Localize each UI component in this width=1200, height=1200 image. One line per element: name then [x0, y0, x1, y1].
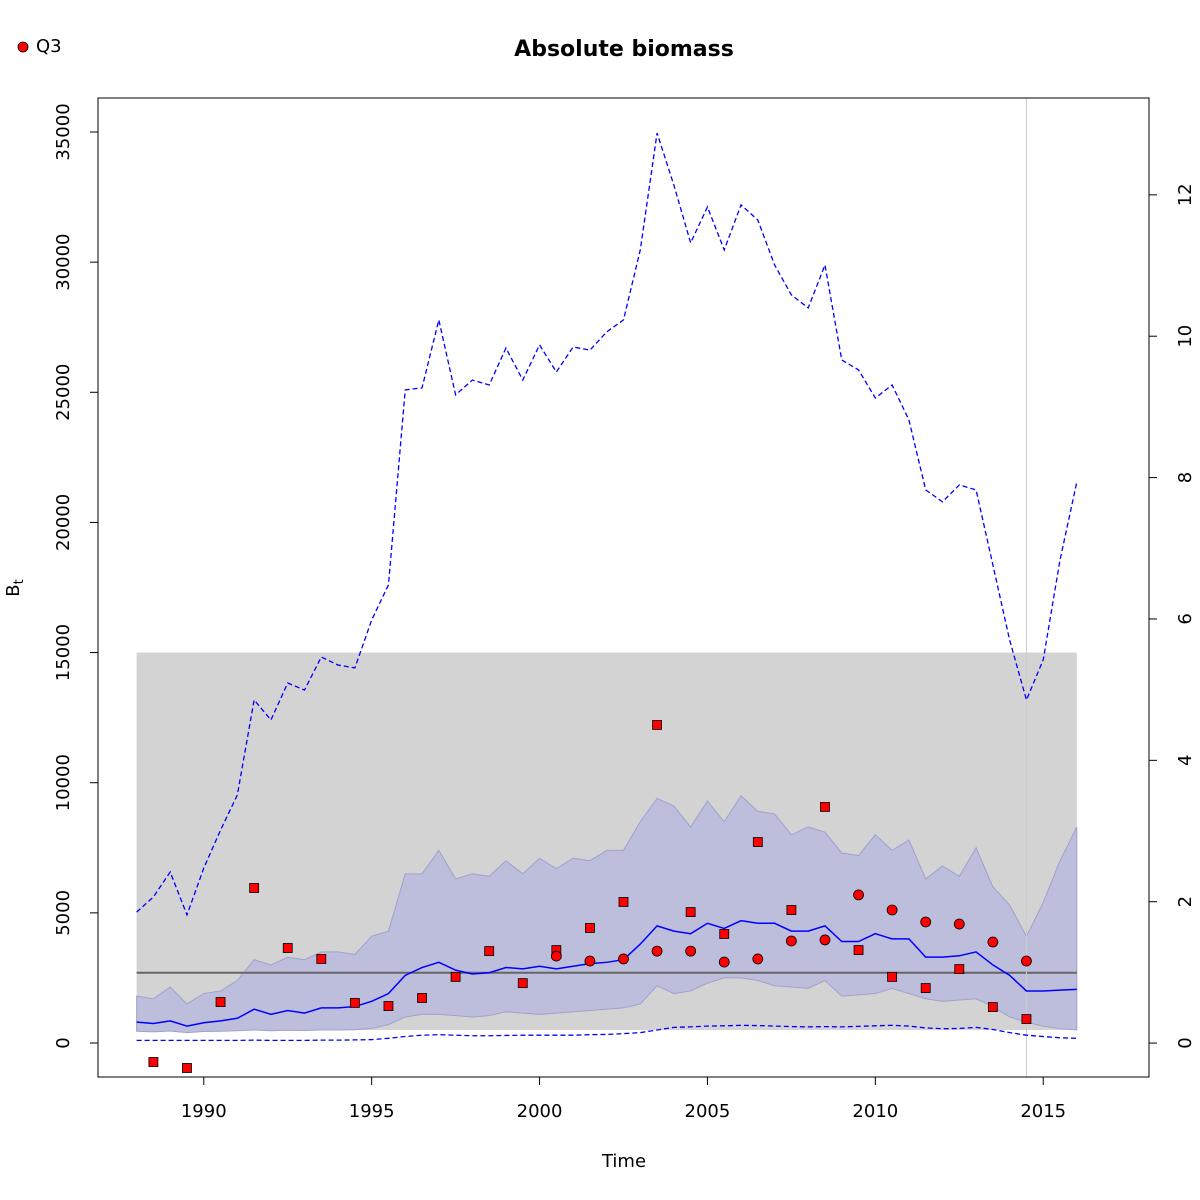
point — [786, 905, 797, 915]
point — [316, 954, 327, 964]
point — [853, 889, 864, 901]
outer-ci-lower — [136, 1024, 1077, 1042]
point — [618, 953, 629, 965]
y-axis-label-sub: t — [12, 579, 27, 584]
point — [618, 897, 629, 907]
point — [987, 1002, 998, 1012]
point — [249, 883, 260, 893]
y2-tick-label: 0 — [1175, 1037, 1196, 1048]
point — [585, 923, 595, 933]
y-tick-label: 35000 — [53, 103, 74, 160]
y2-tick-label: 8 — [1175, 472, 1196, 483]
point — [719, 929, 730, 939]
point — [349, 998, 360, 1008]
point — [954, 964, 965, 974]
legend-label: Q3 — [36, 36, 62, 57]
point — [685, 945, 697, 957]
y-axis-label: Bt — [3, 579, 27, 596]
chart-title: Absolute biomass — [514, 37, 734, 62]
point — [282, 943, 293, 953]
x-axis-label: Time — [601, 1151, 646, 1172]
outer-ci-upper — [136, 132, 1078, 917]
y-tick-label: 30000 — [53, 234, 74, 291]
point — [752, 837, 763, 847]
point — [785, 935, 797, 947]
point — [886, 904, 898, 916]
x-tick-label: 2005 — [685, 1101, 731, 1122]
point — [550, 950, 562, 962]
x-tick-label: 2000 — [517, 1101, 563, 1122]
y2-tick-label: 2 — [1175, 896, 1196, 907]
estimate-line — [136, 919, 1077, 1027]
point — [182, 1063, 192, 1073]
y-tick-label: 10000 — [53, 754, 74, 811]
legend-marker — [17, 41, 29, 53]
x-tick-label: 2010 — [852, 1101, 898, 1122]
x-tick-label: 2015 — [1020, 1101, 1066, 1122]
point — [584, 955, 596, 967]
point — [987, 936, 999, 948]
point — [651, 945, 663, 957]
y-axis-label-main: B — [3, 584, 24, 596]
point — [920, 983, 931, 993]
y2-tick-label: 6 — [1175, 613, 1196, 624]
y-tick-label: 15000 — [53, 624, 74, 681]
point — [752, 953, 764, 965]
y2-tick-label: 4 — [1175, 755, 1196, 766]
point — [215, 997, 226, 1007]
point — [953, 918, 965, 930]
x-tick-label: 1995 — [349, 1101, 395, 1122]
point — [517, 978, 528, 989]
point — [819, 934, 831, 946]
y-tick-label: 5000 — [53, 890, 74, 936]
point — [417, 993, 427, 1003]
point — [450, 971, 461, 982]
y-tick-label: 0 — [53, 1037, 74, 1048]
point — [820, 802, 830, 812]
y2-tick-label: 10 — [1175, 325, 1196, 348]
point — [1021, 1014, 1032, 1024]
point — [652, 720, 662, 730]
point — [685, 907, 696, 917]
point — [887, 971, 898, 982]
point — [1021, 955, 1032, 967]
y2-tick-label: 12 — [1175, 183, 1196, 206]
point — [484, 946, 495, 957]
x-tick-label: 1990 — [181, 1101, 227, 1122]
point — [718, 956, 730, 968]
point — [383, 1001, 394, 1011]
point — [853, 945, 864, 955]
point — [148, 1057, 159, 1067]
point — [920, 916, 932, 928]
y-tick-label: 20000 — [53, 494, 74, 551]
y-tick-label: 25000 — [53, 364, 74, 421]
